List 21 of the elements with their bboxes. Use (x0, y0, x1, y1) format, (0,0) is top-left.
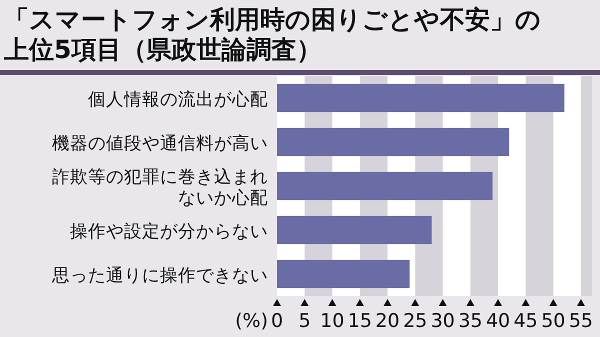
category-label: ないか心配 (178, 188, 268, 208)
tick-label: 50 (541, 310, 566, 332)
tick-label: 30 (430, 310, 455, 332)
title: 「スマートフォン利用時の困りごとや不安」の (4, 5, 541, 34)
xlabel: (%) (235, 310, 268, 332)
category-label: 操作や設定が分からない (70, 222, 268, 242)
category-label: 機器の値段や通信料が高い (52, 134, 268, 154)
tick-label: 0 (270, 310, 284, 332)
category-label: 個人情報の流出が心配 (88, 90, 268, 110)
tick-label: 35 (458, 310, 483, 332)
tick-label: 45 (514, 310, 538, 332)
tick-label: 20 (375, 310, 400, 332)
tick-label: 55 (568, 310, 594, 332)
tick-label: 15 (348, 310, 372, 332)
category-label: 思った通りに操作できない (52, 266, 268, 286)
tick-label: 5 (298, 310, 311, 332)
tick-label: 25 (403, 310, 428, 332)
category-label: 詐欺等の犯罪に巻き込まれ (52, 168, 268, 188)
tick-label: 10 (320, 310, 344, 332)
tick-label: 40 (486, 310, 510, 332)
title: 上位5項目（県政世論調査） (4, 35, 322, 64)
